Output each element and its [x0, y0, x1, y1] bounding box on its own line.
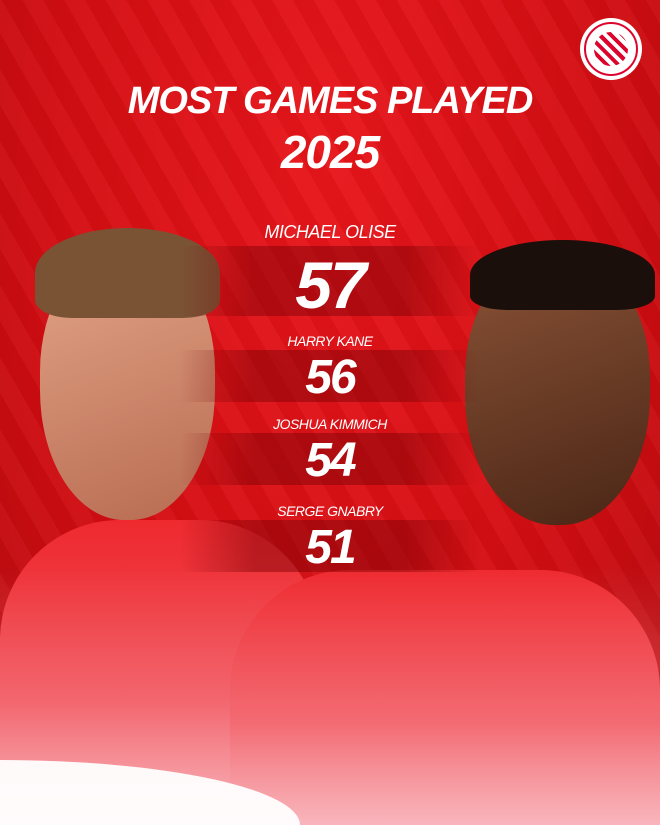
fc-bayern-logo [580, 18, 642, 80]
player-name: JOSHUA KIMMICH [273, 416, 387, 432]
title: MOST GAMES PLAYED [127, 80, 534, 122]
rank-band-4 [180, 520, 480, 572]
rank-band-3 [180, 433, 480, 485]
games-count: 56 [305, 351, 356, 404]
year: 2025 [280, 126, 380, 178]
games-count: 57 [295, 248, 366, 322]
player-name: MICHAEL OLISE [264, 222, 396, 242]
rank-band-2 [180, 350, 480, 402]
rank-band-1 [180, 246, 480, 316]
player-name: SERGE GNABRY [277, 503, 383, 519]
player-name: HARRY KANE [287, 333, 373, 349]
games-count: 51 [305, 521, 356, 574]
games-count: 54 [305, 434, 356, 487]
